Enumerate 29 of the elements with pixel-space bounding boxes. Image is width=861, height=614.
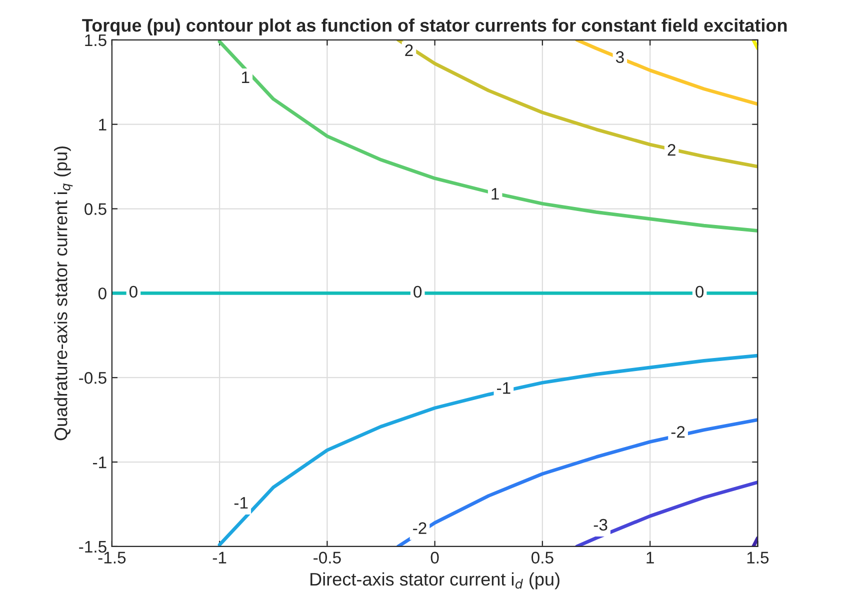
x-tick-label: -1 bbox=[212, 552, 226, 564]
annotation: -1 bbox=[497, 382, 510, 394]
x-axis-title: Direct-axis stator current i$_{d}$ (pu) bbox=[310, 572, 560, 590]
x-tick-label: 0 bbox=[430, 552, 439, 564]
x-tick-label: 0.5 bbox=[532, 552, 554, 564]
y-tick-label: -1.5 bbox=[79, 541, 106, 553]
y-tick-label: 0 bbox=[98, 288, 106, 300]
x-tick-label: 1 bbox=[646, 552, 654, 564]
annotation: 1 bbox=[242, 72, 250, 84]
x-tick-label: 1.5 bbox=[747, 552, 769, 564]
annotation: 1 bbox=[492, 188, 499, 200]
y-tick-label: 0.5 bbox=[84, 203, 106, 215]
x-tick-label: -0.5 bbox=[314, 552, 341, 564]
annotation: 0 bbox=[129, 286, 138, 298]
annotation: -1 bbox=[234, 497, 248, 509]
y-tick-label: -1 bbox=[92, 456, 106, 468]
chart-title: Torque (pu) contour plot as function of stator currents for constant field excitation bbox=[82, 18, 787, 36]
y-axis-title: Quadrature-axis stator current i$_{q}$ (pu) bbox=[54, 146, 73, 440]
y-tick-label: 1.5 bbox=[85, 34, 106, 46]
annotation: -2 bbox=[671, 426, 685, 438]
annotation: -3 bbox=[594, 518, 608, 531]
annotation: 0 bbox=[696, 286, 704, 298]
y-tick-label: -0.5 bbox=[79, 372, 106, 384]
annotation: -2 bbox=[413, 522, 426, 534]
annotation: 2 bbox=[405, 44, 413, 56]
y-tick-label: 1 bbox=[99, 118, 106, 130]
annotation: 3 bbox=[616, 51, 624, 63]
annotation: 0 bbox=[414, 286, 422, 298]
annotation: 2 bbox=[668, 144, 676, 156]
